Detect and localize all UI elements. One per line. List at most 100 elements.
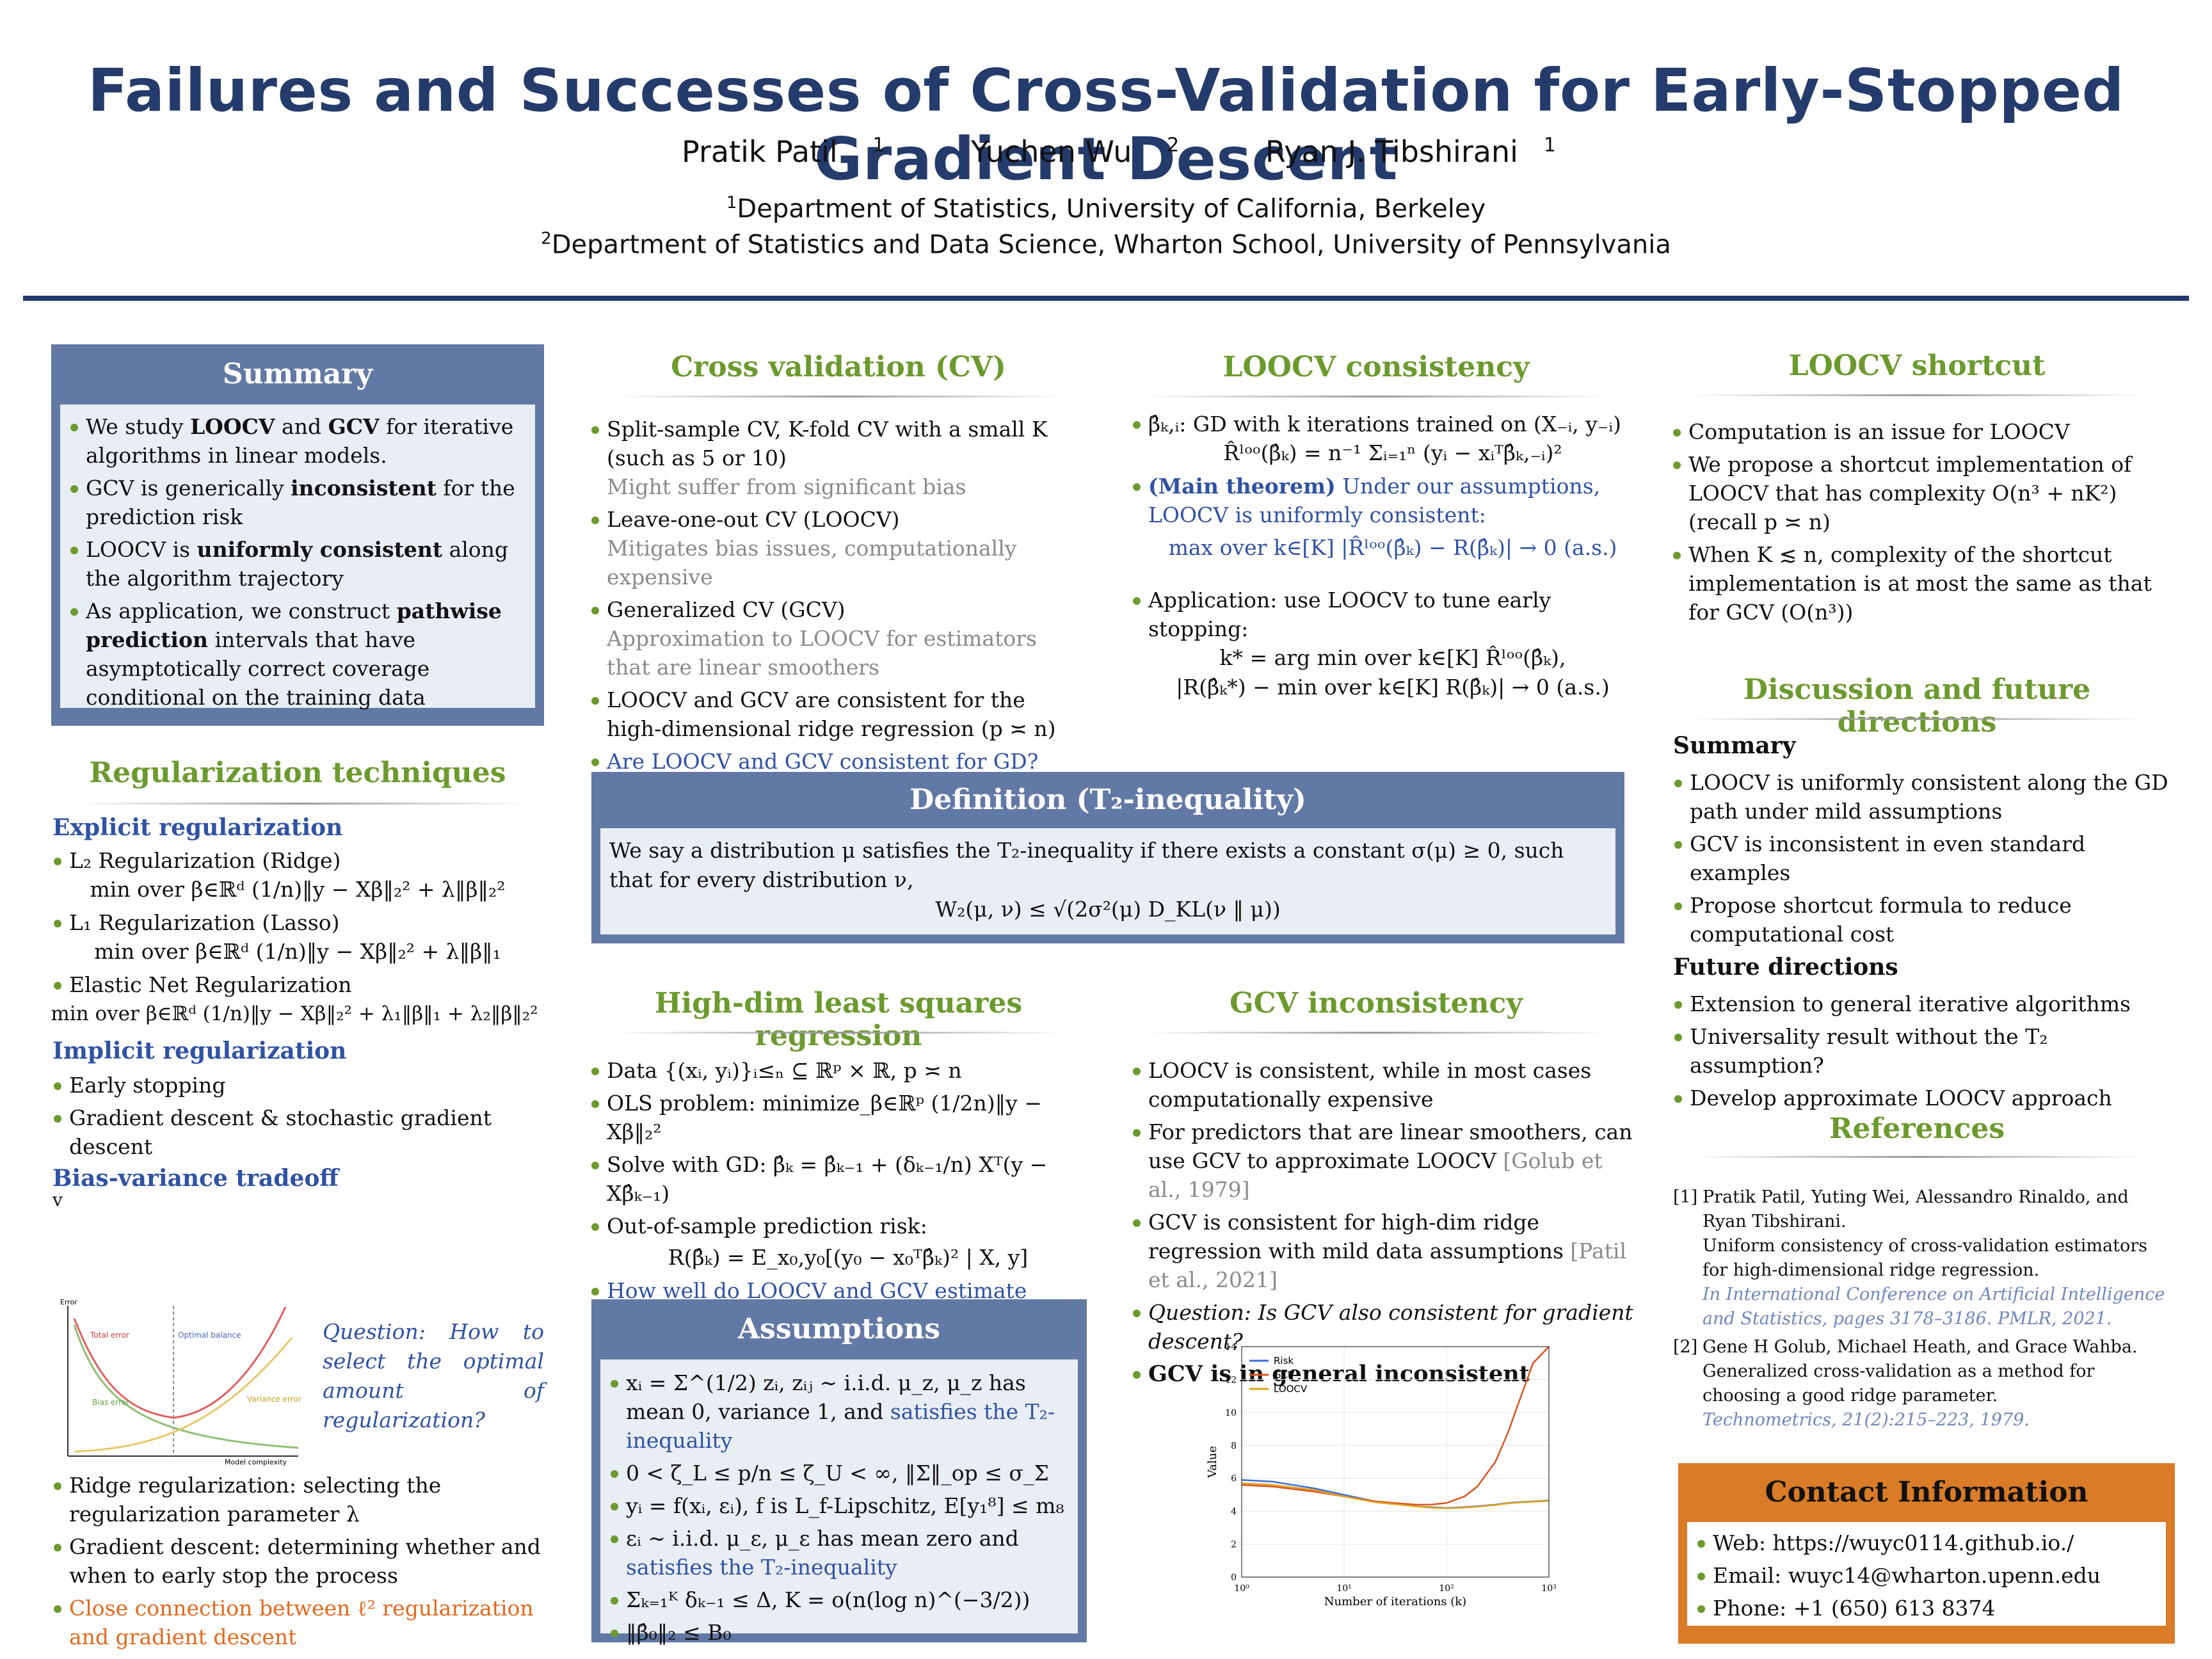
gcv-item: GCV is consistent for high-dim ridge reg… xyxy=(1132,1208,1637,1294)
section-rule xyxy=(1690,1156,2144,1158)
highdim-item: Data {(xᵢ, yᵢ)}ᵢ≤ₙ ⊆ ℝᵖ × ℝ, p ≍ n xyxy=(590,1056,1089,1085)
reference-item: [1] Pratik Patil, Yuting Wei, Alessandro… xyxy=(1673,1187,2165,1329)
summary-item: GCV is generically inconsistent for the … xyxy=(69,474,526,531)
future-title: Future directions xyxy=(1673,954,1898,981)
assumptions-box: Assumptions xᵢ = Σ^(1/2) zᵢ, zᵢⱼ ∼ i.i.d… xyxy=(591,1299,1087,1645)
discussion-content: Summary LOOCV is uniformly consistent al… xyxy=(1673,732,2179,1116)
summary-item: We study LOOCV and GCV for iterative alg… xyxy=(69,412,526,470)
loocv-consistency-title: LOOCV consistency xyxy=(1222,351,1530,383)
y-tick-label: 6 xyxy=(1231,1474,1237,1484)
lasso-item: L₁ Regularization (Lasso) min over β∈ℝᵈ … xyxy=(52,908,545,966)
theorem-formula: max over k∈[K] |R̂ˡᵒᵒ(β̂ₖ) − R(β̂ₖ)| → 0… xyxy=(1168,535,1617,560)
gcv-content: LOOCV is consistent, while in most cases… xyxy=(1132,1056,1637,1392)
cv-title: Cross validation (CV) xyxy=(671,351,1006,383)
author: Yuchen Wu 2 xyxy=(970,134,1180,170)
lasso-formula: min over β∈ℝᵈ (1/n)‖y − Xβ‖₂² + λ‖β‖₁ xyxy=(94,939,501,964)
contact-web[interactable]: Web: https://wuyc0114.github.io./ xyxy=(1696,1528,2157,1557)
series-line-gcv xyxy=(1241,1346,1550,1506)
x-tick-label: 10³ xyxy=(1541,1583,1556,1594)
assumption-item: yᵢ = f(xᵢ, εᵢ), f is L_f-Lipschitz, E[y₁… xyxy=(609,1491,1069,1520)
section-rule xyxy=(1690,394,2144,396)
assumptions-title: Assumptions xyxy=(737,1313,941,1345)
x-tick-label: 10¹ xyxy=(1336,1583,1351,1594)
x-tick-label: 10² xyxy=(1439,1583,1454,1594)
implicit-item: Gradient descent & stochastic gradient d… xyxy=(52,1103,545,1161)
risk-formula: R(β̂ₖ) = E_x₀,y₀[(y₀ − x₀ᵀβ̂ₖ)² | X, y] xyxy=(668,1245,1029,1270)
reg-bottom-item: Ridge regularization: selecting the regu… xyxy=(52,1471,545,1528)
shortcut-content: Computation is an issue for LOOCV We pro… xyxy=(1672,417,2177,630)
reg-bottom-item: Gradient descent: determining whether an… xyxy=(52,1532,545,1590)
assumption-item: εᵢ ∼ i.i.d. μ_ε, μ_ε has mean zero and s… xyxy=(609,1524,1069,1582)
contact-box: Contact Information Web: https://wuyc011… xyxy=(1678,1463,2175,1644)
summary-title: Summary xyxy=(222,358,373,390)
plot-frame xyxy=(1241,1346,1550,1578)
affiliation: 2Department of Statistics and Data Scien… xyxy=(541,229,1671,260)
gcv-chart: 0 2 4 6 8 10 12 14 10⁰ 10¹ 10² 10³ Number of iterati… xyxy=(1206,1342,1557,1608)
discussion-title: Discussion and future directions xyxy=(1743,673,2091,739)
enet-formula: min over β∈ℝᵈ (1/n)‖y − Xβ‖₂² + λ₁‖β‖₁ +… xyxy=(51,1002,538,1025)
gcv-item: For predictors that are linear smoothers… xyxy=(1132,1118,1637,1204)
definition-formula: W₂(μ, ν) ≤ √(2σ²(μ) D_KL(ν ‖ μ)) xyxy=(935,897,1281,922)
loocv-formula: R̂ˡᵒᵒ(β̂ₖ) = n⁻¹ Σᵢ₌₁ⁿ (yᵢ − xᵢᵀβ̂ₖ,₋ᵢ)² xyxy=(1223,440,1562,465)
section-rule xyxy=(77,803,525,805)
cv-item: Leave-one-out CV (LOOCV) Mitigates bias i… xyxy=(590,505,1083,591)
references-title: References xyxy=(1829,1112,2005,1145)
loocv-consistency-content: β̂ₖ,ᵢ: GD with k iterations trained on (… xyxy=(1132,410,1637,706)
assumption-item: ‖β̂₀‖₂ ≤ B₀ xyxy=(609,1618,1069,1647)
references-list: [1] Pratik Patil, Yuting Wei, Alessandro… xyxy=(1673,1185,2172,1432)
contact-email[interactable]: Email: wuyc14@wharton.upenn.edu xyxy=(1696,1561,2157,1590)
explicit-reg-title: Explicit regularization xyxy=(52,814,343,841)
section-rule xyxy=(1146,396,1607,397)
highdim-item: OLS problem: minimize_β∈ℝᵖ (1/2n)‖y − Xβ… xyxy=(590,1089,1089,1146)
y-tick-label: 4 xyxy=(1231,1507,1237,1517)
series-line-loocv xyxy=(1241,1482,1550,1509)
gcv-title: GCV inconsistency xyxy=(1230,987,1523,1020)
cv-item: Generalized CV (GCV) Approximation to LOO… xyxy=(590,595,1083,682)
summary-item: LOOCV is uniformly consistent along the … xyxy=(69,535,526,593)
summary-item: As application, we construct pathwise pr… xyxy=(69,597,526,712)
tradeoff-v: v xyxy=(52,1189,63,1210)
x-tick-label: 10⁰ xyxy=(1234,1583,1249,1594)
shortcut-item: Computation is an issue for LOOCV xyxy=(1672,417,2177,446)
section-rule xyxy=(1146,1032,1607,1034)
reg-bottom-item: Close connection between ℓ² regularizati… xyxy=(52,1594,545,1651)
gcv-conclusion: GCV is in general inconsistent xyxy=(1132,1359,1637,1388)
svg-text:Error: Error xyxy=(60,1299,77,1306)
legend-label: GCV xyxy=(1274,1369,1295,1381)
x-axis-label: Number of iterations (k) xyxy=(1324,1595,1466,1608)
legend-label: LOOCV xyxy=(1274,1383,1308,1395)
assumption-item: 0 < ζ_L ≤ p/n ≤ ζ_U < ∞, ‖Σ‖_op ≤ σ_Σ xyxy=(609,1459,1069,1487)
section-rule xyxy=(1690,718,2144,720)
gcv-item: LOOCV is consistent, while in most cases… xyxy=(1132,1056,1637,1114)
cv-item: LOOCV and GCV are consistent for the hig… xyxy=(590,685,1083,743)
definition-title: Definition (T₂-inequality) xyxy=(910,783,1306,816)
gcv-question: Question: Is GCV also consistent for gra… xyxy=(1132,1298,1637,1356)
reference-item: [2] Gene H Golub, Michael Heath, and Gra… xyxy=(1673,1337,2138,1430)
implicit-item: Early stopping xyxy=(52,1071,545,1100)
ridge-item: L₂ Regularization (Ridge) min over β∈ℝᵈ … xyxy=(52,846,545,904)
highdim-item: Out-of-sample prediction risk: R(β̂ₖ) = … xyxy=(590,1212,1089,1272)
tradeoff-question: Question: How to select the optimal amou… xyxy=(323,1319,544,1432)
poster-title: Failures and Successes of Cross-Validati… xyxy=(88,56,2124,193)
header-rule xyxy=(23,296,2189,301)
cv-item: Split-sample CV, K-fold CV with a small … xyxy=(590,415,1083,501)
implicit-reg-title: Implicit regularization xyxy=(52,1038,347,1064)
author: Pratik Patil 1 xyxy=(682,134,885,170)
discussion-item: GCV is inconsistent in even standard exa… xyxy=(1673,830,2179,887)
tradeoff-title: Bias-variance tradeoff xyxy=(52,1165,339,1192)
svg-text:Bias error: Bias error xyxy=(92,1398,129,1407)
definition-box: Definition (T₂-inequality) We say a dist… xyxy=(591,772,1624,943)
y-tick-label: 8 xyxy=(1231,1441,1237,1451)
definition-text: We say a distribution μ satisfies the T₂… xyxy=(609,838,1564,892)
ridge-formula: min over β∈ℝᵈ (1/n)‖y − Xβ‖₂² + λ‖β‖₂² xyxy=(90,877,506,902)
contact-phone: Phone: +1 (650) 613 8374 xyxy=(1696,1594,2157,1623)
legend-label: Risk xyxy=(1274,1355,1294,1366)
y-tick-label: 10 xyxy=(1225,1408,1237,1418)
application-formula: |R(β̂ₖ*) − min over k∈[K] R(β̂ₖ)| → 0 (a… xyxy=(1176,675,1610,700)
main-theorem: (Main theorem) Under our assumptions, LO… xyxy=(1132,472,1637,563)
svg-text:Optimal balance: Optimal balance xyxy=(178,1331,241,1340)
discussion-item: Propose shortcut formula to reduce compu… xyxy=(1673,891,2179,949)
regularization-title: Regularization techniques xyxy=(89,757,506,789)
y-tick-label: 14 xyxy=(1225,1342,1237,1352)
future-item: Develop approximate LOOCV approach xyxy=(1673,1084,2179,1112)
